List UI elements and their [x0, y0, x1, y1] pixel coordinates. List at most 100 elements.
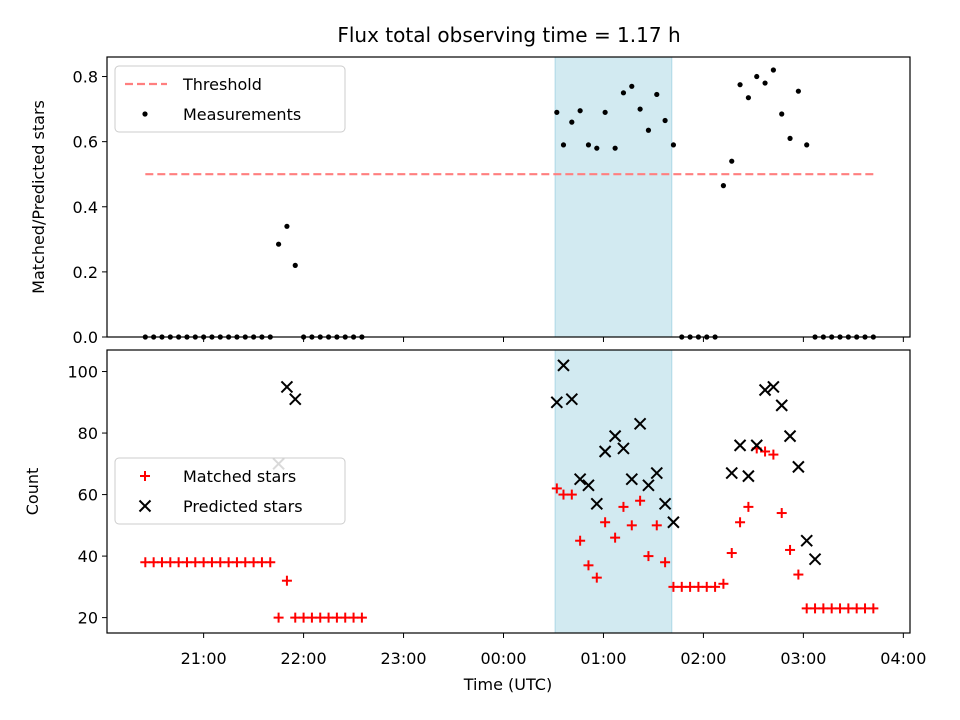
panel-0-highlight-span — [554, 56, 673, 338]
panel-0-series-1-point — [662, 117, 668, 124]
panel-1-series-1-point-b — [280, 380, 294, 394]
panel-1-series-1-point — [633, 417, 647, 431]
panel-1-series-1-point-b — [792, 460, 805, 474]
panel-1-legend-marker-b — [138, 499, 152, 513]
panel-1-series-1-point — [808, 552, 822, 566]
panel-0-legend-label: Threshold — [182, 75, 262, 94]
panel-1-frame — [106, 349, 911, 634]
panel-1-series-0-point — [760, 446, 771, 457]
panel-0-series-1-point — [745, 95, 752, 101]
panel-1-series-0-point — [583, 560, 594, 571]
panel-1-series-0-point — [651, 520, 662, 531]
panel-1-legend-label: Matched stars — [183, 467, 296, 486]
panel-0-series-1-point — [602, 109, 608, 115]
x-tick-label: 02:00 — [680, 649, 726, 668]
panel-1-series-1-point — [617, 442, 630, 455]
panel-1-series-0-point — [726, 548, 737, 559]
panel-1-series-1-point-b — [617, 442, 630, 455]
panel-1-legend-label: Predicted stars — [183, 497, 303, 516]
panel-0-series-1-point — [654, 91, 660, 98]
panel-1-series-1-point — [289, 393, 302, 406]
panel-1-series-0-point — [635, 495, 646, 506]
panel-0-series-1-point — [585, 142, 592, 148]
panel-1-series-0-point — [710, 581, 721, 592]
panel-1-series-1-point-b — [667, 516, 680, 529]
panel-1-y-tick-label: 100 — [67, 363, 98, 382]
panel-0-legend-marker — [142, 111, 148, 117]
panel-0-y-tick-label: 0.0 — [73, 328, 98, 347]
panel-1-series-1-point — [550, 396, 564, 409]
panel-1-series-1-point — [642, 479, 655, 492]
panel-1-y-tick-label: 60 — [78, 486, 98, 505]
panel-1-series-1-point-b — [557, 359, 570, 372]
panel-1-series-1-point — [758, 383, 772, 397]
chart-title: Flux total observing time = 1.17 h — [337, 23, 680, 47]
panel-0-series-1-point — [770, 67, 776, 73]
panel-1-series-1-point-b — [767, 380, 780, 394]
panel-1-series-0-point — [868, 603, 879, 614]
panel-0-y-tick-label: 0.6 — [73, 133, 98, 152]
panel-1-series-1-point-b — [800, 534, 813, 547]
panel-1-series-1-point-b — [808, 552, 822, 566]
panel-0-legend-label: Measurements — [183, 105, 301, 124]
panel-1-series-1-point-b — [775, 399, 788, 412]
panel-1-series-1-point-b — [289, 393, 302, 406]
panel-1-series-1-point — [590, 497, 604, 511]
panel-1-series-0-point — [776, 508, 787, 519]
x-tick-label: 23:00 — [380, 649, 426, 668]
panel-1-series-0-point — [618, 501, 629, 512]
panel-1-series-0-point — [551, 483, 562, 494]
panel-0-series-1-point — [645, 127, 652, 133]
panel-1-series-1-point-b — [625, 472, 638, 486]
panel-1-series-1-point — [767, 380, 780, 394]
panel-1-series-1-point-b — [750, 439, 763, 452]
panel-1-series-1-point — [582, 479, 595, 492]
x-tick-label: 04:00 — [880, 649, 926, 668]
panel-1-series-0-point — [718, 578, 729, 589]
x-tick-label: 22:00 — [281, 649, 327, 668]
panel-0-y-tick-label: 0.4 — [73, 198, 98, 217]
panel-1-series-1-point — [667, 516, 680, 529]
panel-1-series-0-point — [600, 517, 611, 528]
panel-1-legend: Matched stars Predicted stars — [114, 457, 346, 525]
panel-1-series-1-point — [742, 469, 755, 483]
panel-0-frame — [106, 56, 911, 338]
panel-1-series-1-point-b — [658, 497, 672, 511]
panel-0-series-1-point — [795, 88, 801, 94]
x-tick-label: 01:00 — [580, 649, 626, 668]
panel-0-series-1-point — [292, 262, 298, 268]
panel-1-series-1-point — [573, 472, 587, 486]
panel-0-series-1-point — [554, 109, 560, 115]
panel-1-series-1-point-b — [650, 466, 663, 480]
panel-1-series-1-point-b — [598, 445, 612, 458]
ratio-panel: 0.0 0.2 0.4 0.6 0.8 Matched/Predicted stars Th… — [29, 56, 911, 347]
panel-0-series-1-point — [779, 111, 785, 117]
panel-1-series-0-point — [643, 551, 654, 562]
panel-1-y-axis-label: Count — [23, 468, 42, 516]
panel-1-y-tick-label: 40 — [78, 547, 98, 566]
panel-0-series-1-point — [612, 145, 618, 151]
panel-0-series-1-point — [569, 119, 575, 125]
panel-1-series-0-point — [265, 557, 276, 568]
panel-1-series-0-point — [566, 489, 577, 500]
panel-0-series-1-point — [560, 142, 567, 148]
panel-0-series-1-point — [620, 90, 627, 96]
panel-0-series-1-point — [284, 223, 290, 229]
panel-1-y-tick-label: 80 — [78, 424, 98, 443]
panel-1-series-1-point-b — [582, 479, 595, 492]
x-tick-label: 00:00 — [480, 649, 526, 668]
panel-1-series-1-point-b — [733, 439, 747, 452]
panel-1-series-1-point — [557, 359, 570, 372]
panel-1-series-0-point — [785, 544, 796, 555]
panel-1-series-0-point — [793, 569, 804, 580]
panel-1-series-1-point-b — [758, 383, 772, 397]
panel-1-series-1-point-b — [565, 393, 579, 406]
panel-1-series-1-point — [733, 439, 747, 452]
panel-1-series-1-point-b — [642, 479, 655, 492]
panel-1-series-1-point — [650, 466, 663, 480]
panel-0-series-1-point — [787, 135, 793, 141]
panel-1-series-1-point-b — [725, 466, 738, 480]
panel-1-series-0-point — [735, 517, 746, 528]
panel-1-series-1-point — [775, 399, 788, 412]
